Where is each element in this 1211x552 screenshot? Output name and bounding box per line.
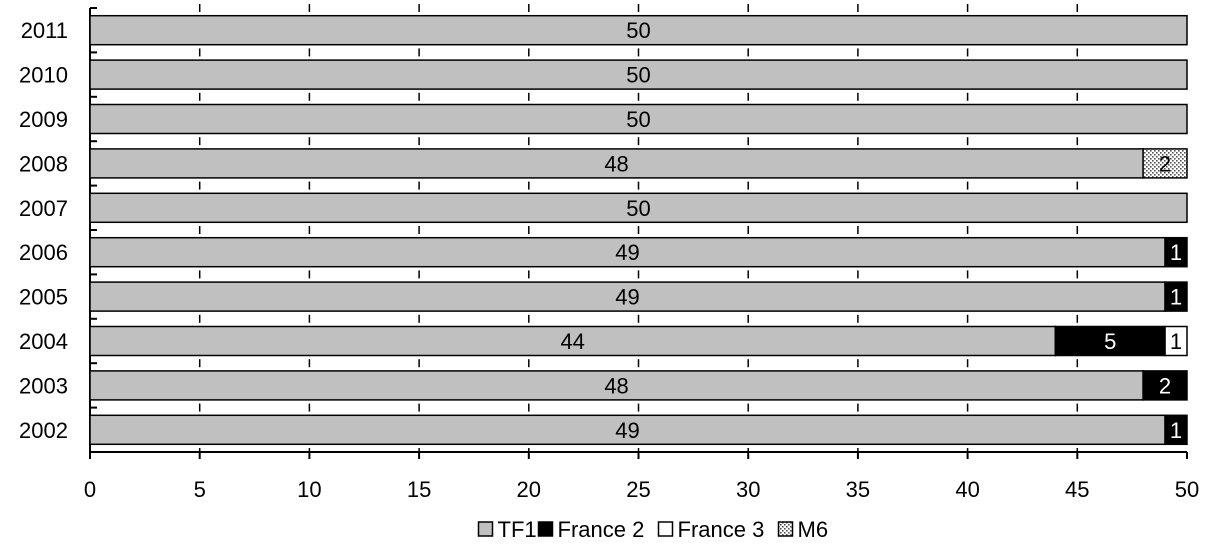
legend-label: France 2 [558,517,645,542]
data-label: 5 [1104,329,1116,354]
x-tick-label: 35 [846,477,870,502]
x-tick-label: 25 [626,477,650,502]
bar-segment-tf1 [89,281,1166,312]
data-label: 48 [604,151,628,176]
legend-swatch [477,521,494,537]
data-label: 44 [560,329,584,354]
x-tick-label: 15 [407,477,431,502]
data-label: 49 [615,418,639,443]
data-label: 48 [604,373,628,398]
bar-row-2007: 2007 50 [19,192,1188,224]
bar-segment-m6 [1142,148,1188,179]
data-label: 2 [1159,373,1171,398]
data-label: 49 [615,240,639,265]
category-label: 2005 [19,285,68,310]
bar-segment-tf1 [89,192,1188,224]
category-label: 2004 [19,329,68,354]
category-label: 2011 [21,18,68,43]
x-tick-label: 30 [736,477,760,502]
bar-segment-france-2 [1142,370,1188,401]
category-label: 2003 [19,373,68,398]
legend-label: TF1 [498,517,537,542]
bar-segment-tf1 [89,103,1188,135]
data-label: 50 [626,63,650,88]
bar-row-2009: 2009 50 [19,103,1188,135]
data-label: 1 [1170,285,1182,310]
data-label: 1 [1170,329,1182,354]
legend-item-france-3: France 3 [657,517,765,542]
data-label: 50 [626,107,650,132]
data-label: 1 [1170,418,1182,443]
bar-segment-tf1 [89,14,1188,46]
bar-segment-tf1 [89,414,1166,446]
x-tick-label: 20 [517,477,541,502]
bar-segment-france-3 [1164,325,1188,357]
x-tick-label: 10 [297,477,321,502]
category-label: 2008 [19,151,68,176]
category-label: 2007 [19,196,68,221]
legend-item-tf1: TF1 [477,517,537,542]
category-label: 2002 [19,418,68,443]
x-tick-label: 50 [1175,477,1199,502]
bar-segment-france-2 [1164,281,1188,312]
x-tick-label: 40 [955,477,979,502]
bar-segment-france-2 [1164,414,1188,446]
bar-segment-tf1 [89,148,1144,179]
x-tick-label: 0 [84,477,96,502]
data-label: 1 [1170,240,1182,265]
bar-segment-tf1 [89,59,1188,90]
bar-row-2003: 2003 48 2 [19,370,1188,401]
legend-swatch [777,521,794,537]
legend-swatch [537,521,554,537]
bar-segment-tf1 [89,370,1144,401]
bar-row-2011: 2011 50 [21,14,1188,46]
legend: TF1 France 2 France 3 M6 [477,517,829,542]
legend-label: France 3 [678,517,765,542]
legend-swatch [657,521,674,537]
bar-row-2010: 2010 50 [19,59,1188,90]
bar-row-2004: 2004 44 5 1 [19,325,1188,357]
legend-item-m6: M6 [777,517,829,542]
data-label: 50 [626,196,650,221]
x-tick-label: 45 [1065,477,1089,502]
data-label: 50 [626,18,650,43]
category-label: 2006 [19,240,68,265]
data-label: 2 [1159,151,1171,176]
bar-row-2005: 2005 49 1 [19,281,1188,312]
bar-row-2002: 2002 49 1 [19,414,1188,446]
category-label: 2010 [19,63,68,88]
x-tick-label: 5 [194,477,206,502]
legend-label: M6 [798,517,829,542]
category-label: 2009 [19,107,68,132]
bar-row-2008: 2008 48 2 [19,148,1188,179]
bar-row-2006: 2006 49 1 [19,236,1188,268]
legend-item-france-2: France 2 [537,517,645,542]
data-label: 49 [615,285,639,310]
bar-segment-france-2 [1164,236,1188,268]
